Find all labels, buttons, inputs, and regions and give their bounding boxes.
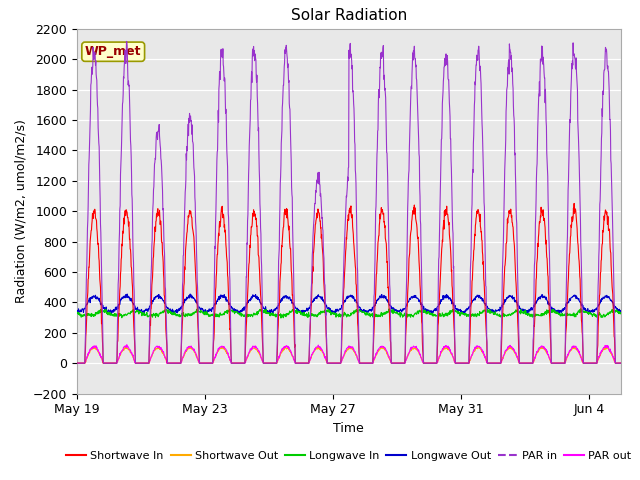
Legend: Shortwave In, Shortwave Out, Longwave In, Longwave Out, PAR in, PAR out: Shortwave In, Shortwave Out, Longwave In…	[61, 446, 636, 466]
Y-axis label: Radiation (W/m2, umol/m2/s): Radiation (W/m2, umol/m2/s)	[14, 119, 27, 303]
X-axis label: Time: Time	[333, 422, 364, 435]
Text: WP_met: WP_met	[85, 45, 141, 58]
Title: Solar Radiation: Solar Radiation	[291, 9, 407, 24]
